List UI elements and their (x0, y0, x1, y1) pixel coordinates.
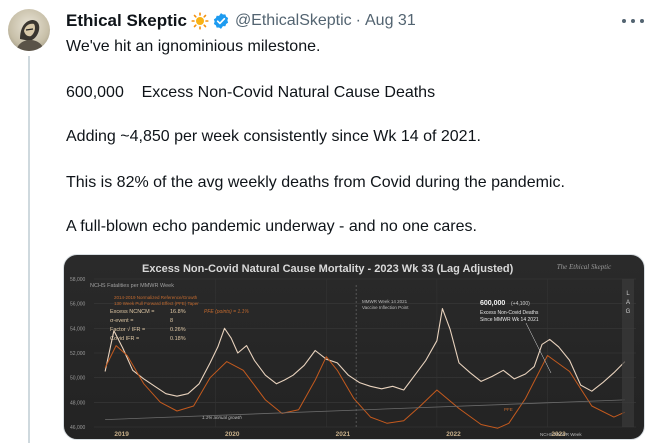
tweet-line-5: A full-blown echo pandemic underway - an… (66, 218, 477, 235)
legend-entry: 2014-2019 Normalized Reference/Growth (114, 295, 198, 300)
bottom-axis-label: NCHS MMWR Week (540, 432, 582, 437)
stat-label: Excess NCNCM = (110, 309, 154, 315)
callout-desc-2: Since MMWR Wk 14 2021 (480, 317, 539, 323)
more-options-icon[interactable] (622, 12, 644, 30)
lag-letter: A (626, 300, 630, 306)
tweet-header: Ethical Skeptic @EthicalSkeptic · Aug 31 (66, 10, 416, 32)
separator-dot: · (355, 12, 361, 29)
y-tick-label: 58,000 (70, 277, 86, 283)
inflection-label-2: Vaccine Inflection Point (362, 305, 409, 310)
y-tick-label: 52,000 (70, 351, 86, 357)
y-tick-label: 56,000 (70, 302, 86, 308)
pfe-label: PFE (504, 407, 513, 412)
tweet-line-3: Adding ~4,850 per week consistently sinc… (66, 128, 481, 145)
stat-label: Covid IFR = (110, 336, 139, 342)
tweet-line-4: This is 82% of the avg weekly deaths fro… (66, 174, 565, 191)
y-tick-label: 46,000 (70, 425, 86, 431)
avatar-image (16, 20, 44, 51)
stat-value: 0.26% (170, 327, 186, 333)
callout-value: 600,000 (480, 300, 505, 307)
stat-value: 0.18% (170, 336, 186, 342)
tweet-date[interactable]: Aug 31 (365, 12, 416, 29)
author-handle[interactable]: @EthicalSkeptic (234, 12, 352, 29)
verified-badge-icon[interactable] (212, 12, 230, 30)
stat-value: 16.8% (170, 309, 186, 315)
tweet-media-chart[interactable]: Excess Non-Covid Natural Cause Mortality… (63, 254, 645, 440)
series-growth-line (105, 399, 625, 420)
avatar[interactable] (8, 9, 50, 51)
series-baseline-line (104, 345, 626, 429)
callout-pointer (525, 322, 552, 374)
chart-title: Excess Non-Covid Natural Cause Mortality… (142, 263, 514, 275)
inflection-label-1: MMWR Week 14 2021 (362, 299, 408, 304)
y-tick-label: 48,000 (70, 400, 86, 406)
tweet-line-1: We've hit an ignominious milestone. (66, 38, 321, 55)
x-tick-label: 2021 (336, 431, 351, 438)
sun-emoji-icon (191, 12, 209, 30)
chart-svg: Excess Non-Covid Natural Cause Mortality… (70, 263, 636, 438)
tweet-line-2: 600,000 Excess Non-Covid Natural Cause D… (66, 84, 436, 101)
x-tick-label: 2022 (446, 431, 461, 438)
stat-value: 8 (170, 318, 173, 324)
chart-ylabel: NCHS Fatalities per MMWR Week (90, 283, 174, 289)
author-name[interactable]: Ethical Skeptic (66, 11, 187, 30)
x-tick-label: 2019 (114, 431, 129, 438)
lag-letter: L (626, 291, 630, 297)
y-tick-label: 50,000 (70, 376, 86, 382)
callout-desc-1: Excess Non-Covid Deaths (480, 310, 539, 316)
callout-sub: (+4,100) (511, 301, 530, 307)
stat-label: Factor √ IFR = (110, 326, 145, 333)
series-main-line (104, 308, 626, 397)
stat-label: σ-event = (110, 318, 133, 324)
thread-line (28, 56, 30, 443)
y-tick-label: 54,000 (70, 326, 86, 332)
lag-letter: G (626, 309, 631, 315)
x-tick-label: 2020 (225, 431, 240, 438)
growth-label: 1.1% annual growth (202, 415, 242, 420)
lag-band (622, 279, 634, 427)
chart-watermark: The Ethical Skeptic (557, 263, 612, 271)
stat-aside: PFE (points) = 1.1% (204, 309, 249, 315)
legend-entry: 130 Week Pull Forward Effect (PFE) Taper (114, 301, 199, 306)
x-tick-label: 2023 (551, 431, 566, 438)
